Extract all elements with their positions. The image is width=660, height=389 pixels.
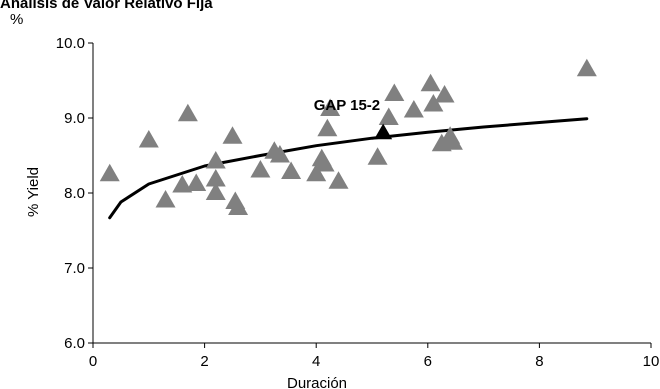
x-tick-label: 8 (535, 353, 543, 370)
x-tick-label: 10 (643, 353, 660, 370)
data-point (328, 171, 349, 189)
data-point (205, 169, 226, 187)
data-point (320, 98, 341, 116)
data-point (314, 154, 335, 172)
y-tick-labels: 6.0 7.0 8.0 9.0 10.0 (56, 35, 85, 352)
data-point (423, 94, 444, 112)
chart-title: Análisis de Valor Relativo Fija (0, 0, 213, 12)
y-unit-label: % (10, 11, 23, 28)
trend-line (108, 117, 589, 220)
data-point (442, 132, 463, 150)
x-tick-label: 2 (200, 353, 208, 370)
data-point (384, 83, 405, 101)
y-tick-label: 7.0 (64, 260, 85, 277)
data-point (269, 145, 290, 163)
data-point (281, 161, 302, 179)
data-point (367, 147, 388, 165)
x-tick-label: 4 (312, 353, 320, 370)
highlight-point (374, 123, 393, 140)
data-point (306, 163, 327, 182)
x-axis-label: Duración (287, 375, 347, 389)
data-point (99, 163, 120, 182)
highlight-group: GAP 15-2 (314, 97, 393, 140)
data-point (420, 73, 441, 92)
data-point (378, 107, 399, 125)
y-tick-label: 9.0 (64, 110, 85, 127)
data-point (177, 103, 198, 122)
data-point (138, 130, 159, 148)
x-tick-label: 6 (424, 353, 432, 370)
data-point (172, 175, 193, 193)
data-point (205, 182, 226, 200)
data-point (228, 197, 249, 215)
trend-path (108, 117, 589, 220)
data-point (222, 126, 243, 144)
data-point (317, 118, 338, 137)
data-point (205, 151, 226, 169)
x-tick-label: 0 (89, 353, 97, 370)
data-point (155, 190, 176, 208)
y-tick-label: 8.0 (64, 185, 85, 202)
x-tick-labels: 0 2 4 6 8 10 (89, 353, 660, 370)
highlight-label: GAP 15-2 (314, 97, 380, 114)
y-tick-label: 10.0 (56, 35, 85, 52)
data-point (250, 160, 271, 178)
data-point (434, 85, 455, 103)
data-point (186, 173, 207, 191)
data-point (403, 100, 424, 118)
axes (88, 42, 652, 348)
data-points (99, 58, 597, 215)
data-point (576, 58, 597, 77)
y-axis-label: % Yield (25, 167, 42, 217)
y-tick-label: 6.0 (64, 335, 85, 352)
